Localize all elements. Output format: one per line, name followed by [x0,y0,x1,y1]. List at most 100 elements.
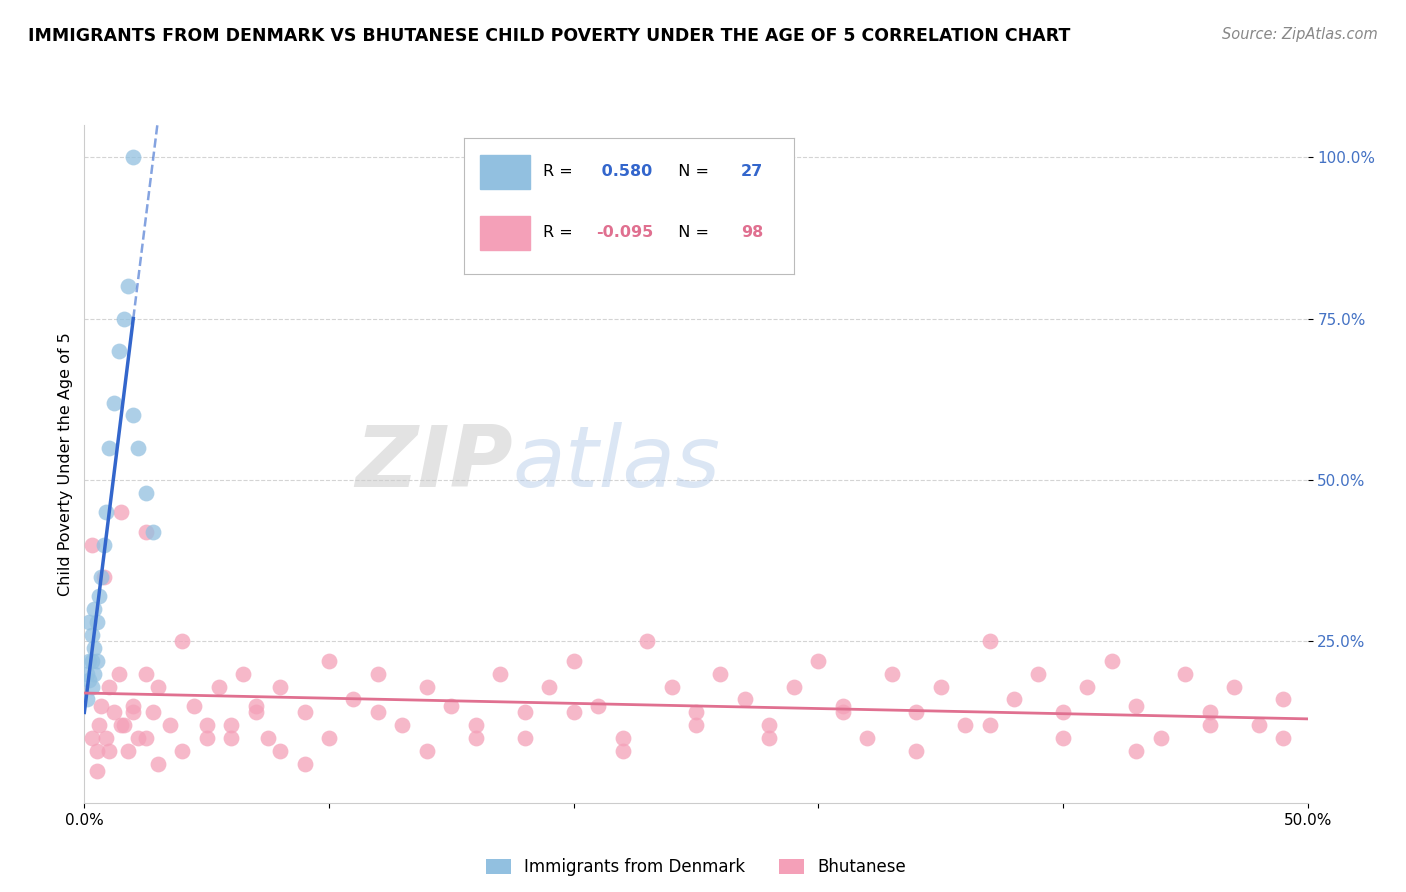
Point [86,615,108,629]
Point [86,764,108,778]
Point [636,634,658,648]
Point [195,731,218,746]
Point [856,731,879,746]
Point [83,640,105,655]
Point [979,718,1001,732]
Point [86,654,108,668]
Point [142,524,165,539]
Point [219,718,242,732]
Point [146,680,169,694]
Text: R =: R = [543,225,578,240]
Point [831,706,853,720]
Point [807,654,830,668]
Point [440,698,463,713]
Point [489,666,512,681]
Point [172,744,194,758]
Text: N =: N = [668,225,714,240]
Point [1150,731,1173,746]
Point [685,706,707,720]
Point [1272,731,1295,746]
Legend: Immigrants from Denmark, Bhutanese: Immigrants from Denmark, Bhutanese [486,858,905,876]
Point [97,744,120,758]
Point [80,628,103,642]
Point [880,666,903,681]
Point [905,706,928,720]
Point [77,673,100,687]
Point [709,666,731,681]
Point [612,731,634,746]
Point [294,757,316,772]
Point [135,524,157,539]
Point [929,680,952,694]
Point [122,150,145,164]
Point [117,744,139,758]
Point [195,718,218,732]
Point [513,706,536,720]
Point [1223,680,1246,694]
Point [127,731,149,746]
Text: 0.580: 0.580 [596,164,652,179]
Point [1052,706,1074,720]
Point [127,441,149,455]
Point [758,731,780,746]
Point [1125,698,1147,713]
Point [245,706,267,720]
Point [80,654,103,668]
Point [80,680,103,694]
Point [83,666,105,681]
Point [96,505,118,519]
Point [219,731,242,746]
Point [112,311,135,326]
Point [135,486,157,500]
Text: IMMIGRANTS FROM DENMARK VS BHUTANESE CHILD POVERTY UNDER THE AGE OF 5 CORRELATIO: IMMIGRANTS FROM DENMARK VS BHUTANESE CHI… [28,27,1070,45]
Point [97,680,120,694]
Point [77,615,100,629]
Point [135,731,157,746]
Point [1076,680,1098,694]
Point [416,744,439,758]
Point [269,744,291,758]
Y-axis label: Child Poverty Under the Age of 5: Child Poverty Under the Age of 5 [58,332,73,596]
Point [172,634,194,648]
Point [90,570,112,584]
Point [245,698,267,713]
Point [122,409,145,423]
Text: 98: 98 [741,225,763,240]
Point [979,634,1001,648]
Point [1272,692,1295,706]
Point [1028,666,1050,681]
Point [1101,654,1123,668]
Point [232,666,254,681]
Point [93,570,115,584]
Point [146,757,169,772]
Point [367,706,389,720]
Point [159,718,181,732]
Point [562,706,585,720]
Point [183,698,205,713]
Point [110,505,132,519]
Point [80,537,103,551]
Point [269,680,291,694]
Point [318,731,340,746]
Point [612,744,634,758]
Point [208,680,231,694]
Point [77,654,100,668]
Point [80,731,103,746]
Point [107,666,129,681]
Text: atlas: atlas [512,422,720,506]
Point [953,718,976,732]
Point [342,692,364,706]
Point [1002,692,1025,706]
Point [122,706,145,720]
Point [135,666,157,681]
Point [367,666,389,681]
Point [318,654,340,668]
Point [391,718,413,732]
Point [107,343,129,358]
Bar [479,216,530,250]
Point [1198,718,1220,732]
Point [783,680,806,694]
Point [905,744,928,758]
Point [87,718,110,732]
Text: ZIP: ZIP [354,422,512,506]
